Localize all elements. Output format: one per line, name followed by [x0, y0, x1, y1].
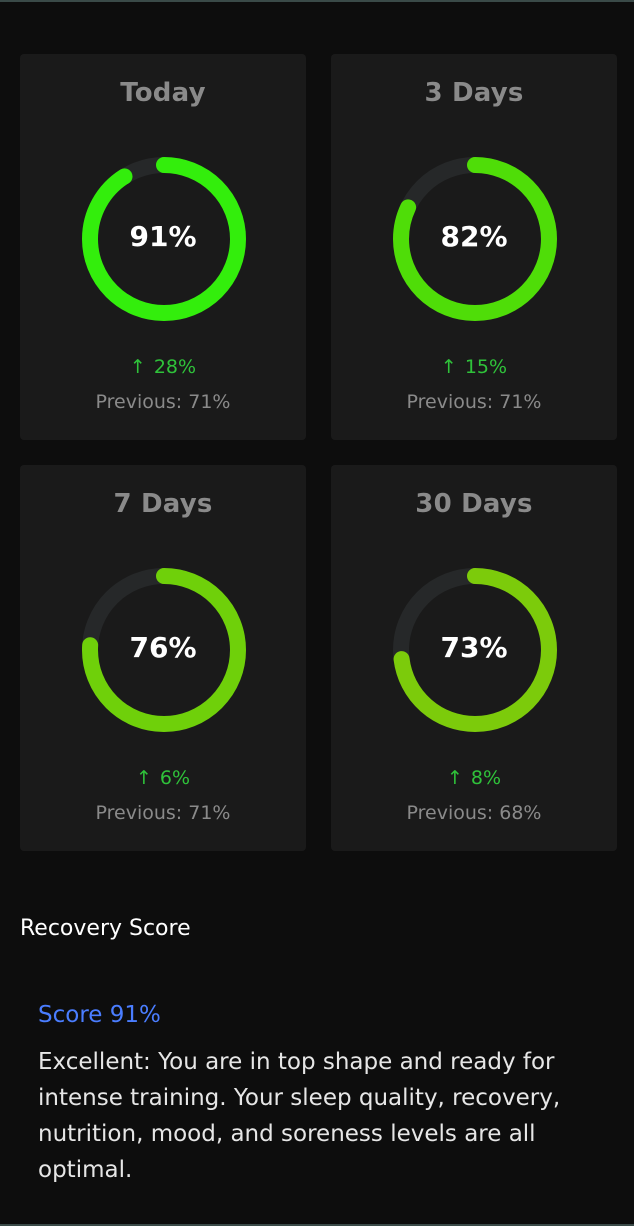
- card-title: Today: [120, 78, 206, 108]
- ring-value: 82%: [440, 220, 508, 253]
- previous-value: Previous: 68%: [406, 802, 542, 824]
- score-card-30-days[interactable]: 30 Days 73% ↑ 8% Previous: 68%: [331, 465, 617, 851]
- previous-value: Previous: 71%: [95, 802, 231, 824]
- change-indicator: ↑ 8%: [331, 767, 617, 789]
- score-card-today[interactable]: Today 91% ↑ 28% Previous: 71%: [20, 54, 306, 440]
- ring-value: 73%: [440, 631, 508, 664]
- card-title: 7 Days: [113, 489, 213, 519]
- arrow-up-icon: ↑: [135, 767, 152, 789]
- arrow-up-icon: ↑: [440, 356, 457, 378]
- arrow-up-icon: ↑: [129, 356, 146, 378]
- score-description: Excellent: You are in top shape and read…: [38, 1049, 561, 1183]
- ring-progress: [393, 568, 557, 732]
- card-title: 30 Days: [415, 489, 533, 519]
- change-value: 28%: [153, 356, 197, 378]
- change-value: 15%: [464, 356, 508, 378]
- ring-progress: [82, 568, 246, 732]
- previous-value: Previous: 71%: [406, 391, 542, 413]
- score-card-7-days[interactable]: 7 Days 76% ↑ 6% Previous: 71%: [20, 465, 306, 851]
- change-indicator: ↑ 28%: [20, 356, 306, 378]
- progress-ring: [393, 568, 557, 732]
- previous-value: Previous: 71%: [95, 391, 231, 413]
- ring-value: 76%: [129, 631, 197, 664]
- score-summary-title: Score 91%: [38, 1002, 161, 1028]
- change-indicator: ↑ 15%: [331, 356, 617, 378]
- recovery-score-heading: Recovery Score: [20, 916, 191, 941]
- progress-ring: [393, 157, 557, 321]
- score-card-3-days[interactable]: 3 Days 82% ↑ 15% Previous: 71%: [331, 54, 617, 440]
- card-title: 3 Days: [424, 78, 524, 108]
- change-value: 6%: [159, 767, 191, 789]
- progress-ring: [82, 157, 246, 321]
- change-value: 8%: [470, 767, 502, 789]
- progress-ring: [82, 568, 246, 732]
- ring-progress: [393, 157, 557, 321]
- ring-progress: [82, 157, 246, 321]
- ring-value: 91%: [129, 220, 197, 253]
- arrow-up-icon: ↑: [446, 767, 463, 789]
- change-indicator: ↑ 6%: [20, 767, 306, 789]
